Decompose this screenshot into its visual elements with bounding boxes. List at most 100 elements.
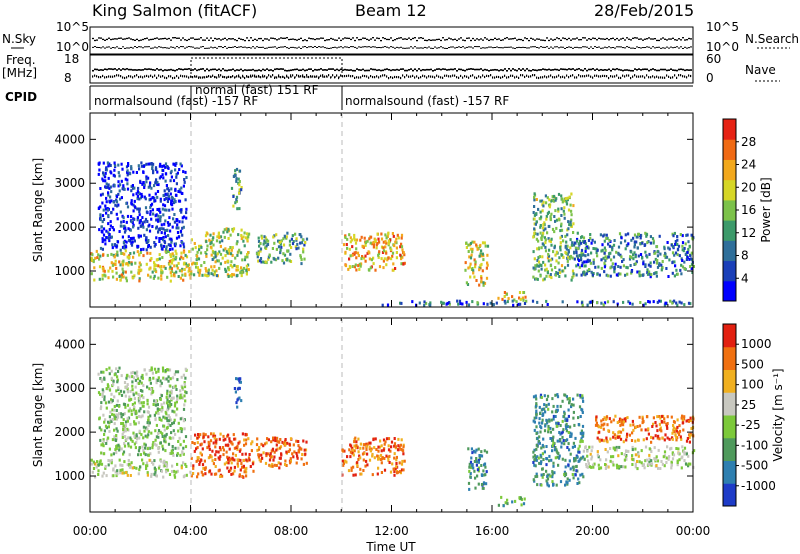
nsearch-trace-point bbox=[140, 46, 142, 48]
power-data-cell bbox=[97, 253, 100, 257]
velocity-data-cell bbox=[292, 443, 295, 447]
power-data-cell bbox=[217, 233, 220, 237]
velocity-data-cell bbox=[151, 371, 154, 375]
power-data-cell bbox=[482, 258, 485, 262]
velocity-data-cell bbox=[365, 448, 368, 451]
freq-trace-point bbox=[178, 68, 180, 70]
velocity-data-cell bbox=[401, 459, 404, 463]
velocity-data-cell bbox=[262, 451, 265, 455]
power-data-cell bbox=[132, 251, 136, 255]
power-data-cell bbox=[294, 245, 297, 249]
velocity-data-cell bbox=[101, 392, 104, 396]
power-data-cell bbox=[557, 207, 560, 211]
velocity-data-cell bbox=[239, 380, 242, 384]
nave-trace-point bbox=[162, 75, 164, 78]
nave-tick-low: 0 bbox=[706, 71, 714, 85]
power-data-cell bbox=[382, 240, 385, 244]
nsky-trace-point bbox=[156, 37, 158, 39]
power-data-cell bbox=[238, 180, 241, 183]
freq-trace-point bbox=[388, 68, 390, 71]
freq-trace-point bbox=[642, 68, 644, 71]
power-data-cell bbox=[169, 253, 172, 257]
nave-trace-point bbox=[520, 74, 522, 77]
power-data-cell bbox=[151, 167, 154, 171]
power-data-cell bbox=[606, 300, 610, 304]
freq-trace-point bbox=[420, 69, 422, 72]
velocity-data-cell bbox=[566, 438, 569, 442]
power-data-cell bbox=[212, 236, 215, 240]
velocity-data-cell bbox=[152, 462, 155, 466]
power-data-cell bbox=[471, 250, 474, 254]
velocity-data-cell bbox=[115, 409, 118, 412]
nsearch-trace-point bbox=[408, 47, 410, 49]
power-data-cell bbox=[531, 299, 535, 303]
velocity-data-cell bbox=[241, 465, 244, 469]
nave-trace-point bbox=[550, 74, 552, 77]
nave-trace-point bbox=[486, 74, 488, 77]
power-data-cell bbox=[157, 230, 160, 234]
power-data-cell bbox=[126, 205, 130, 209]
power-data-cell bbox=[630, 255, 633, 259]
nsearch-trace-point bbox=[242, 46, 244, 48]
power-data-cell bbox=[658, 264, 661, 267]
nave-trace-point bbox=[584, 75, 586, 78]
nsearch-trace-point bbox=[470, 46, 472, 48]
nsky-trace-point bbox=[128, 37, 130, 39]
velocity-data-cell bbox=[104, 424, 108, 428]
nave-trace-point bbox=[282, 75, 284, 78]
velocity-data-cell bbox=[542, 413, 545, 417]
power-data-cell bbox=[609, 251, 612, 255]
nsearch-trace-point bbox=[608, 46, 610, 48]
nave-trace-point bbox=[178, 76, 180, 79]
nsearch-trace-point bbox=[570, 46, 572, 48]
power-data-cell bbox=[231, 246, 234, 250]
power-data-cell bbox=[575, 251, 578, 254]
nave-trace-point bbox=[534, 74, 536, 77]
velocity-data-cell bbox=[107, 425, 110, 429]
velocity-data-cell bbox=[402, 468, 405, 472]
velocity-data-cell bbox=[110, 461, 113, 465]
nave-trace-point bbox=[690, 74, 692, 78]
power-data-cell bbox=[111, 243, 114, 247]
power-data-cell bbox=[155, 225, 158, 229]
velocity-data-cell bbox=[394, 467, 397, 471]
power-data-cell bbox=[474, 260, 477, 264]
freq-trace-point bbox=[222, 68, 224, 70]
velocity-data-cell bbox=[107, 420, 110, 424]
nave-trace-point bbox=[462, 76, 464, 79]
nsky-trace-point bbox=[350, 38, 352, 41]
freq-trace-point bbox=[280, 68, 282, 70]
velocity-data-cell bbox=[297, 444, 300, 448]
power-data-cell bbox=[169, 244, 172, 248]
nsearch-trace-point bbox=[494, 46, 496, 48]
power-data-cell bbox=[590, 251, 593, 255]
power-data-cell bbox=[153, 241, 156, 244]
power-data-cell bbox=[575, 254, 579, 258]
power-data-cell bbox=[153, 261, 156, 265]
power-data-cell bbox=[690, 263, 694, 267]
power-data-cell bbox=[539, 224, 542, 227]
power-data-cell bbox=[564, 234, 567, 238]
velocity-data-cell bbox=[560, 441, 563, 445]
freq-trace-point bbox=[332, 68, 334, 70]
power-data-cell bbox=[400, 245, 404, 249]
velocity-data-cell bbox=[579, 457, 582, 461]
nsky-trace-point bbox=[464, 39, 466, 42]
nsearch-tick-low: 10^0 bbox=[706, 40, 739, 54]
power-data-cell bbox=[161, 247, 164, 251]
velocity-data-cell bbox=[143, 368, 146, 372]
power-data-cell bbox=[364, 243, 367, 247]
power-data-cell bbox=[549, 264, 552, 268]
velocity-data-cell bbox=[477, 482, 480, 486]
velocity-data-cell bbox=[568, 448, 571, 452]
velocity-data-cell bbox=[250, 449, 253, 453]
nsearch-trace-point bbox=[462, 46, 464, 48]
velocity-data-cell bbox=[227, 443, 230, 447]
velocity-data-cell bbox=[572, 468, 575, 472]
velocity-data-cell bbox=[107, 459, 110, 462]
velocity-data-cell bbox=[145, 372, 148, 376]
velocity-data-cell bbox=[304, 452, 307, 456]
power-data-cell bbox=[151, 165, 154, 169]
velocity-data-cell bbox=[150, 366, 153, 370]
power-data-cell bbox=[236, 240, 239, 244]
